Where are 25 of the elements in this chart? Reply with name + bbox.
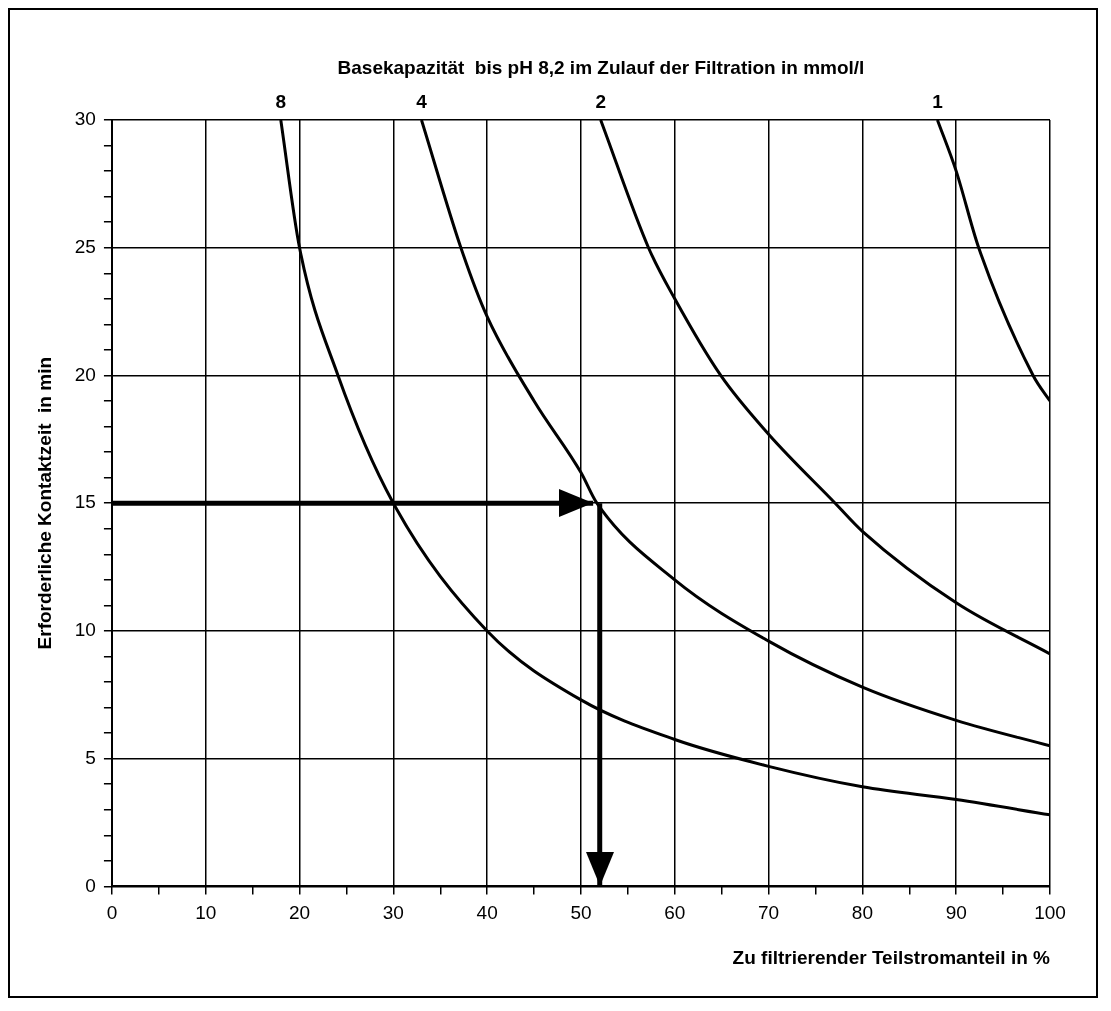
x-tick-label: 20: [288, 902, 311, 924]
x-tick-label: 40: [476, 902, 498, 924]
y-tick-label: 20: [74, 363, 96, 385]
x-tick-label: 90: [945, 902, 967, 924]
y-tick-label: 0: [85, 874, 96, 896]
y-tick-label: 25: [74, 235, 96, 257]
y-tick-label: 15: [74, 491, 96, 513]
x-tick-label: 60: [664, 902, 686, 924]
x-tick-label: 30: [382, 902, 404, 924]
series-label: 4: [416, 90, 428, 112]
x-tick-label: 100: [1034, 902, 1066, 924]
x-tick-label: 10: [195, 902, 217, 924]
x-tick-label: 80: [851, 902, 873, 924]
series-label: 1: [932, 90, 944, 112]
legend-title: Basekapazität bis pH 8,2 im Zulauf der Filtration in mmol/l: [337, 56, 865, 78]
x-tick-label: 70: [758, 902, 780, 924]
y-tick-label: 5: [85, 746, 96, 768]
series-label: 2: [595, 90, 606, 112]
y-axis-title: Erforderliche Kontaktzeit in min: [33, 356, 55, 650]
x-tick-label: 0: [106, 902, 118, 924]
series-label: 8: [275, 90, 287, 112]
x-tick-label: 50: [570, 902, 592, 924]
x-axis-title: Zu filtrierender Teilstromanteil in %: [732, 946, 1051, 968]
y-tick-label: 10: [74, 619, 96, 641]
y-tick-label: 30: [74, 108, 96, 130]
